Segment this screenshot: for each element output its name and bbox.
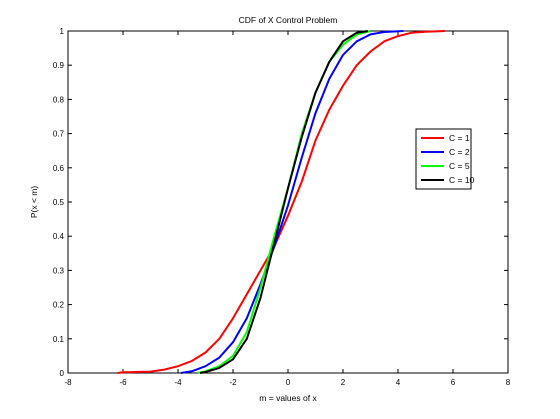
legend-label-4: C = 10 xyxy=(449,175,475,185)
axis-ticks: -8 -6 -4 -2 0 2 4 6 8 0 0.1 0.2 0.3 0.4 0.5 0.6 0.7 0.8 0.… xyxy=(53,27,511,387)
x-tick-label: -4 xyxy=(174,378,182,387)
y-tick-label: 1 xyxy=(60,27,65,36)
x-tick-label: -2 xyxy=(229,378,237,387)
series-line-4 xyxy=(199,30,368,374)
y-tick-label: 0 xyxy=(60,369,65,378)
y-tick-label: 0.8 xyxy=(53,95,65,104)
y-axis-title: P(x < m) xyxy=(29,186,39,219)
chart-title: CDF of X Control Problem xyxy=(239,15,338,25)
series-lines xyxy=(117,30,445,374)
x-tick-label: 4 xyxy=(396,378,401,387)
legend-label-1: C = 1 xyxy=(449,133,470,143)
x-tick-label: -8 xyxy=(64,378,72,387)
y-tick-label: 0.9 xyxy=(53,61,65,70)
x-axis-title: m = values of x xyxy=(259,393,317,403)
y-tick-label: 0.6 xyxy=(53,164,65,173)
x-tick-label: 8 xyxy=(506,378,511,387)
y-tick-label: 0.4 xyxy=(53,232,65,241)
x-tick-label: -6 xyxy=(119,378,127,387)
x-tick-label: 6 xyxy=(451,378,456,387)
series-line-1 xyxy=(117,30,445,374)
legend-label-2: C = 2 xyxy=(449,147,470,157)
y-tick-label: 0.5 xyxy=(53,198,65,207)
legend: C = 1 C = 2 C = 5 C = 10 xyxy=(415,128,475,190)
x-tick-label: 2 xyxy=(341,378,346,387)
y-tick-label: 0.2 xyxy=(53,301,65,310)
y-tick-label: 0.1 xyxy=(53,335,65,344)
x-tick-label: 0 xyxy=(286,378,291,387)
y-tick-label: 0.7 xyxy=(53,130,65,139)
legend-label-3: C = 5 xyxy=(449,161,470,171)
y-tick-label: 0.3 xyxy=(53,266,65,275)
series-line-2 xyxy=(180,30,404,374)
